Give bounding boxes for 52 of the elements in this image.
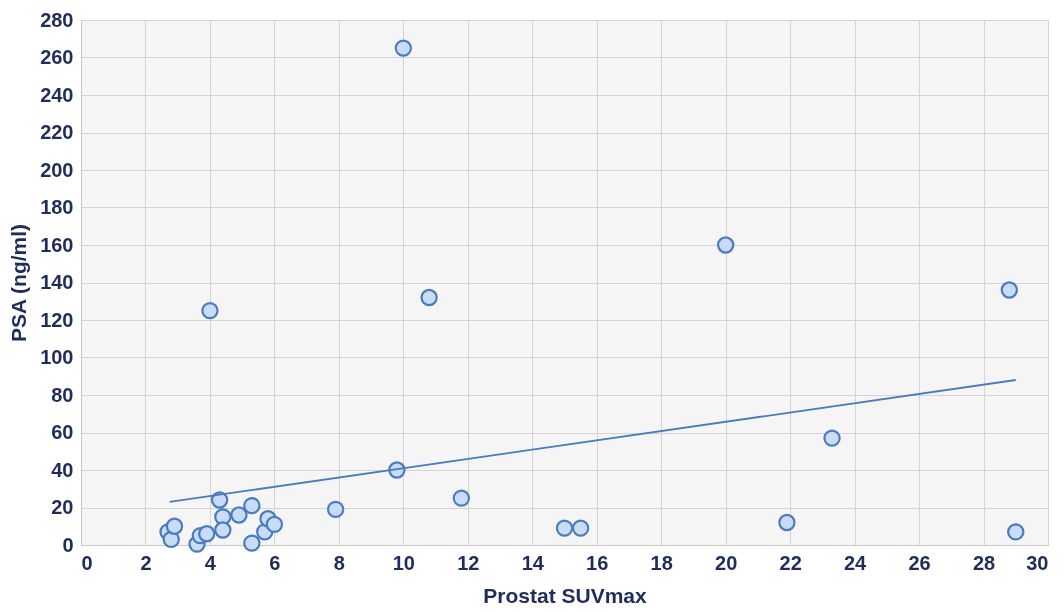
point [214,521,232,539]
point [165,517,184,535]
point [243,496,261,515]
y-tick-label: 20 [51,496,74,518]
y-tick-label: 180 [40,196,74,218]
x-tick-label: 8 [333,551,345,574]
point [555,519,574,537]
x-tick-label: 26 [908,551,931,574]
point [716,236,735,254]
point [243,534,261,552]
y-tick-label: 120 [40,308,74,331]
x-tick-label: 4 [204,551,217,574]
x-tick-label: 24 [843,551,868,574]
y-tick-label: 0 [62,533,74,556]
y-tick-label: 100 [40,346,74,368]
point [1007,523,1025,541]
x-tick-label: 28 [972,551,996,574]
x-tick-label: 16 [586,551,609,574]
y-tick-label: 280 [40,8,74,31]
y-tick-label: 140 [40,271,74,293]
y-tick-label: 200 [40,158,74,181]
point [201,301,219,320]
point [778,513,796,532]
point [394,39,413,57]
y-tick-label: 260 [40,46,74,68]
x-tick-label: 10 [392,551,415,574]
x-tick-label: 20 [715,551,738,574]
x-tick-label: 6 [269,551,281,574]
y-tick-label: 80 [51,383,74,406]
y-tick-label: 60 [51,421,74,443]
x-tick-label: 0 [81,551,93,574]
point [823,429,841,447]
point [571,519,590,537]
point [326,500,345,519]
point [420,288,438,307]
x-tick-label: 12 [457,551,480,574]
y-tick-label: 40 [51,458,74,481]
y-tick-label: 240 [40,83,74,106]
y-tick-label: 160 [40,233,74,256]
x-tick-label: 22 [779,551,802,574]
x-axis-title: Prostat SUVmax [483,583,648,607]
x-tick-label: 14 [521,551,545,574]
point [1000,281,1018,299]
x-tick-label: 30 [1026,551,1049,574]
x-tick-label: 18 [650,551,673,574]
y-tick-label: 220 [40,121,74,143]
point [452,489,471,507]
y-axis-title: PSA (ng/ml) [7,223,31,343]
x-tick-label: 2 [140,551,152,574]
point [198,525,216,543]
point [265,515,284,534]
point [230,506,248,524]
